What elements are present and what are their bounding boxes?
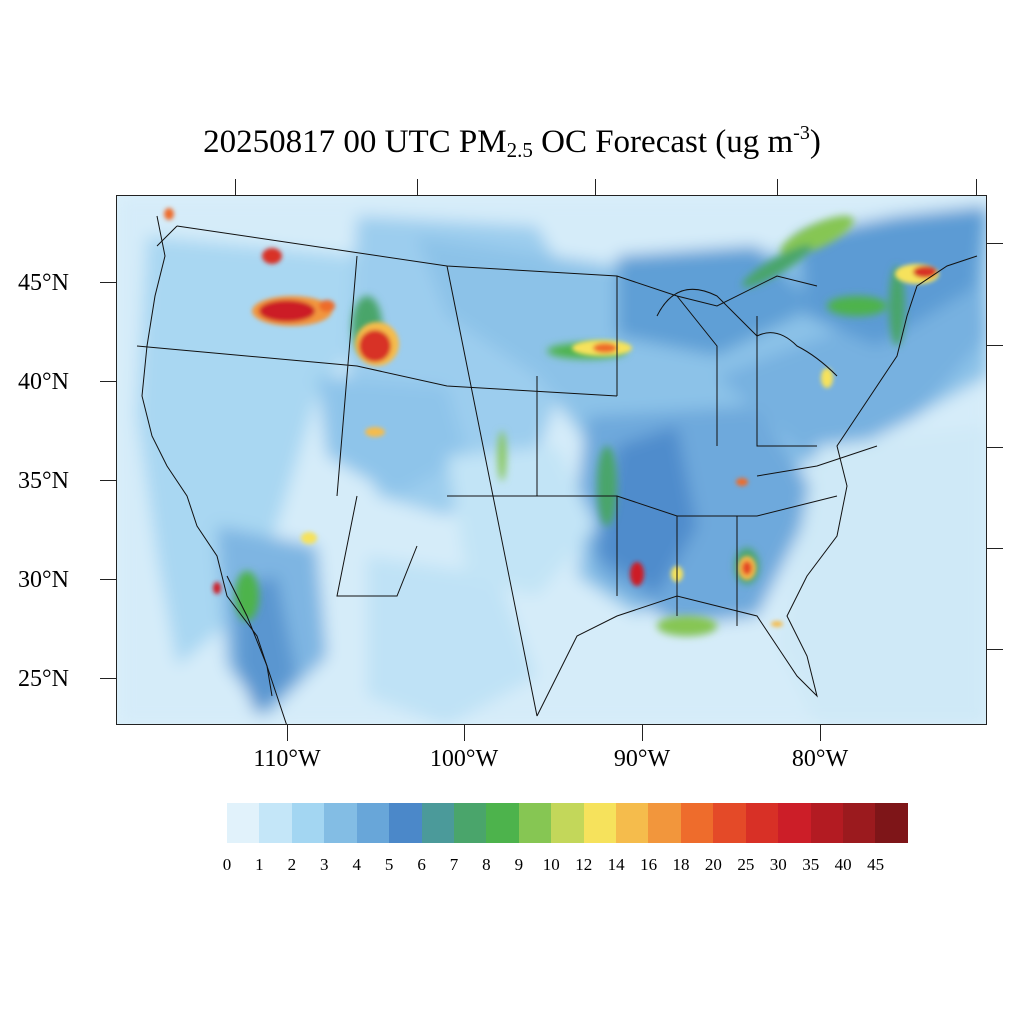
legend-swatch — [421, 803, 454, 843]
lat-label-30: 30°N — [18, 567, 69, 593]
legend-swatch — [616, 803, 649, 843]
top-tick — [777, 179, 778, 195]
legend-label: 10 — [542, 855, 560, 874]
legend-label: 1 — [255, 855, 264, 874]
bottom-tick — [464, 725, 465, 741]
lon-label-100: 100°W — [429, 746, 499, 772]
legend-label: 40 — [834, 855, 852, 874]
legend-swatch — [389, 803, 422, 843]
legend-label: 25 — [737, 855, 755, 874]
lon-label-90: 90°W — [613, 746, 671, 772]
legend-swatch — [648, 803, 681, 843]
legend-label: 20 — [704, 855, 722, 874]
legend-label: 45 — [867, 855, 885, 874]
legend-label: 9 — [514, 855, 524, 874]
top-tick — [417, 179, 418, 195]
forecast-map — [116, 195, 987, 725]
right-tick — [987, 243, 1003, 244]
lat-label-35: 35°N — [18, 468, 69, 494]
legend-label: 6 — [417, 855, 426, 874]
legend-label: 16 — [640, 855, 658, 874]
louisiana-fire — [630, 562, 644, 586]
top-tick — [235, 179, 236, 195]
legend-swatch — [518, 803, 552, 843]
bottom-tick — [820, 725, 821, 741]
legend-swatch — [778, 803, 811, 843]
boundary-lines — [136, 215, 978, 724]
legend-swatch — [486, 803, 519, 843]
legend-label: 5 — [384, 855, 394, 874]
legend-label: 12 — [575, 855, 593, 874]
lat-label-45: 45°N — [18, 270, 69, 296]
oregon-fire — [262, 248, 282, 264]
legend-label: 35 — [802, 855, 820, 874]
legend-label: 8 — [482, 855, 491, 874]
legend-label: 0 — [222, 855, 232, 874]
montana-fire — [319, 300, 335, 312]
left-tick — [100, 381, 116, 382]
concentration-field — [117, 196, 986, 724]
sonora-fire — [213, 582, 221, 594]
legend-swatch — [291, 803, 325, 843]
color-legend — [227, 803, 908, 843]
legend-swatch — [227, 803, 260, 843]
legend-label: 18 — [672, 855, 690, 874]
legend-swatch — [259, 803, 292, 843]
hotspot-layer — [164, 208, 939, 627]
right-tick — [987, 345, 1003, 346]
map-title: 20250817 00 UTC PM2.5 OC Forecast (ug m-… — [203, 122, 821, 162]
legend-swatch — [843, 803, 876, 843]
legend-label: 7 — [449, 855, 459, 874]
bottom-tick — [642, 725, 643, 741]
lon-label-80: 80°W — [791, 746, 849, 772]
lat-label-40: 40°N — [18, 369, 69, 395]
right-tick — [987, 548, 1003, 549]
legend-swatch — [680, 803, 714, 843]
left-tick — [100, 579, 116, 580]
map-svg — [117, 196, 986, 724]
legend-swatch — [453, 803, 487, 843]
legend-swatch — [810, 803, 844, 843]
legend-swatch — [583, 803, 617, 843]
left-tick — [100, 678, 116, 679]
lat-label-25: 25°N — [18, 666, 69, 692]
legend-label: 2 — [287, 855, 297, 874]
left-tick — [100, 282, 116, 283]
top-tick — [595, 179, 596, 195]
legend-swatch — [745, 803, 779, 843]
legend-swatch — [551, 803, 584, 843]
legend-swatch — [324, 803, 357, 843]
legend-swatch — [875, 803, 908, 843]
lon-label-110: 110°W — [253, 746, 321, 772]
legend-label: 30 — [769, 855, 787, 874]
legend-swatch — [356, 803, 390, 843]
legend-label: 14 — [607, 855, 625, 874]
right-tick — [987, 649, 1003, 650]
legend-label: 4 — [352, 855, 361, 874]
left-tick — [100, 480, 116, 481]
legend-label: 3 — [320, 855, 329, 874]
top-tick — [976, 179, 977, 195]
right-tick — [987, 447, 1003, 448]
legend-swatch — [713, 803, 746, 843]
bottom-tick — [287, 725, 288, 741]
